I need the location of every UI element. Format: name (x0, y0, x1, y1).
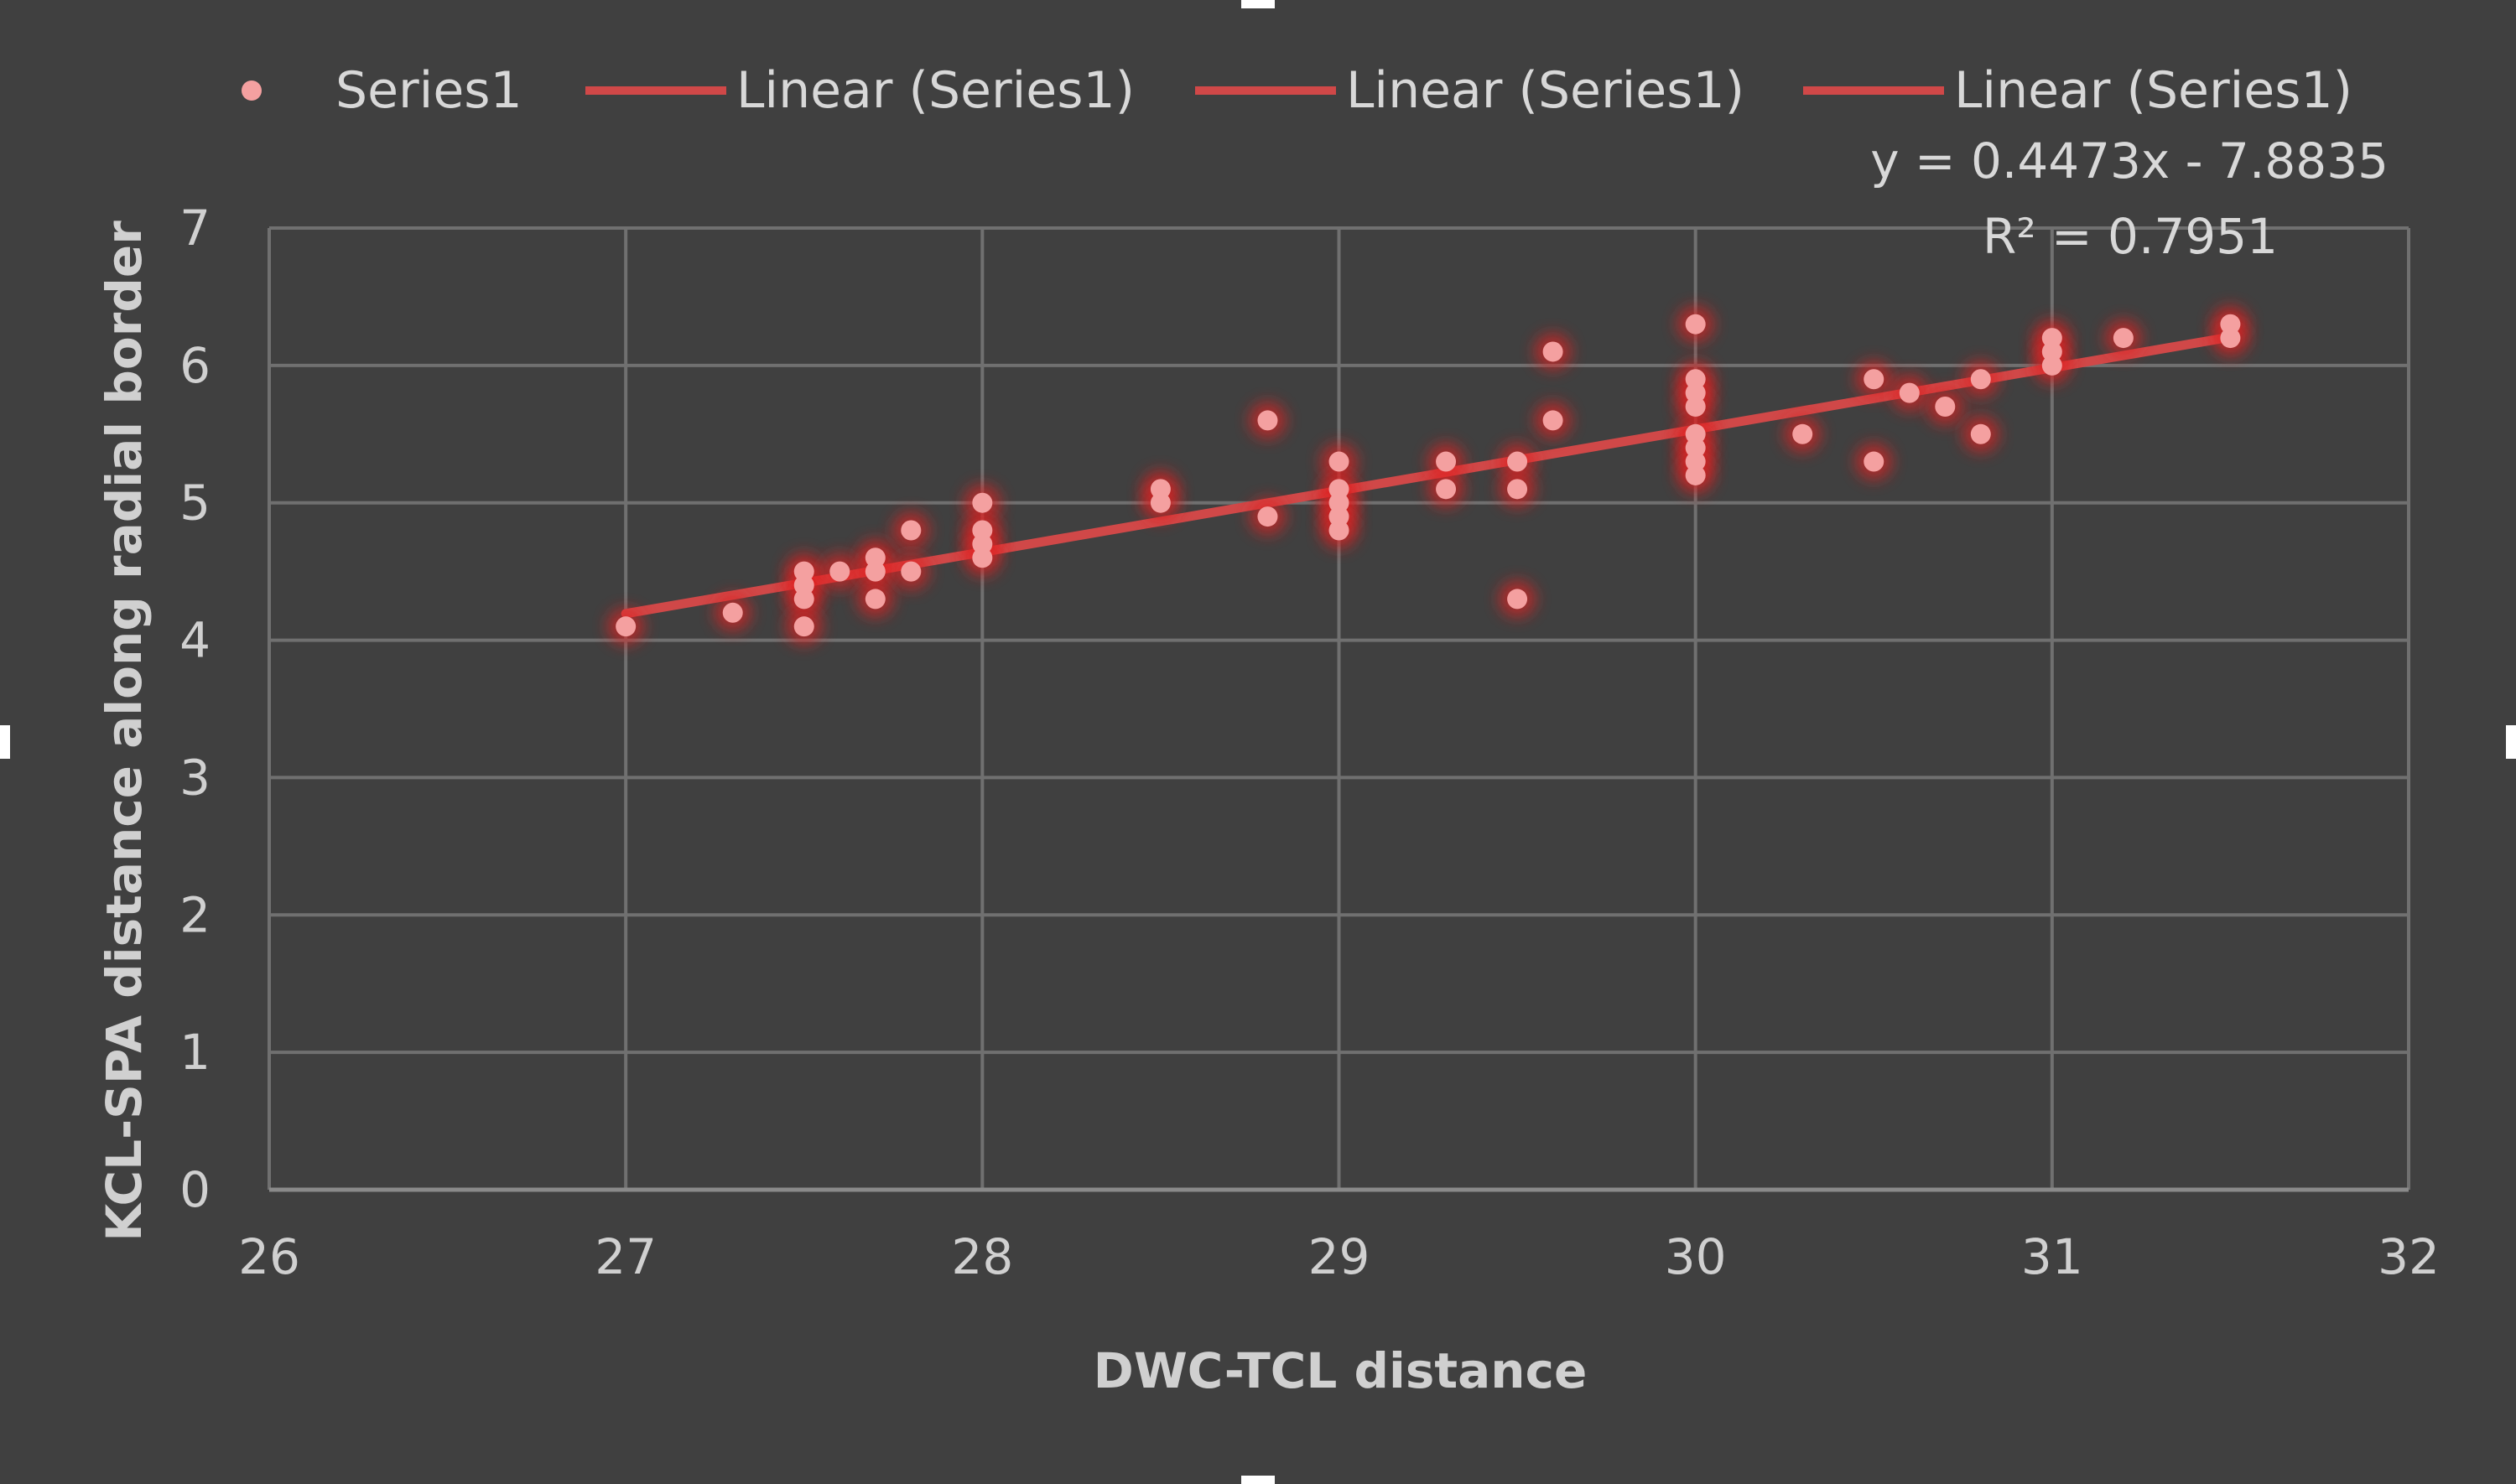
x-tick-label: 31 (2021, 1228, 2083, 1285)
data-point (1864, 369, 1884, 390)
data-point (2220, 328, 2241, 349)
data-point (1150, 492, 1171, 513)
x-tick-label: 27 (595, 1228, 657, 1285)
y-tick-label: 7 (179, 200, 211, 257)
legend-marker-series1 (242, 80, 262, 101)
y-tick-label: 6 (179, 337, 211, 394)
data-point (722, 602, 743, 623)
data-point (2041, 355, 2062, 376)
data-point (1970, 369, 1991, 390)
handle-bottom[interactable] (1241, 1476, 1275, 1484)
data-point (901, 561, 922, 582)
handle-left[interactable] (0, 725, 10, 759)
data-point (1507, 479, 1528, 500)
handle-right[interactable] (2506, 725, 2516, 759)
y-tick-label: 5 (179, 475, 211, 532)
y-tick-label: 4 (179, 612, 211, 669)
x-tick-label: 26 (238, 1228, 300, 1285)
data-point (616, 616, 637, 637)
data-point (1328, 520, 1349, 541)
data-point (793, 589, 814, 610)
legend-label-linear-1: Linear (Series1) (736, 61, 1135, 120)
x-axis-title: DWC-TCL distance (1094, 1342, 1588, 1399)
data-point (1507, 589, 1528, 610)
y-tick-label: 0 (179, 1161, 211, 1218)
legend-label-linear-2: Linear (Series1) (1346, 61, 1744, 120)
trendline-r-squared: R² = 0.7951 (1983, 208, 2278, 265)
data-point (1542, 341, 1563, 362)
trendline-equation: y = 0.4473x - 7.8835 (1870, 132, 2389, 189)
data-point (1685, 314, 1706, 335)
data-point (2113, 328, 2134, 349)
data-point (1792, 423, 1813, 444)
data-point (1864, 451, 1884, 472)
data-point (1899, 382, 1920, 403)
data-point (1257, 410, 1278, 431)
x-tick-label: 32 (2378, 1228, 2440, 1285)
x-tick-label: 30 (1665, 1228, 1727, 1285)
y-tick-label: 1 (179, 1024, 211, 1081)
data-point (793, 616, 814, 637)
legend: Series1 Linear (Series1) Linear (Series1… (242, 61, 2352, 120)
x-tick-label: 28 (951, 1228, 1013, 1285)
data-point (1935, 397, 1956, 418)
data-point (972, 547, 993, 568)
handle-top[interactable] (1241, 0, 1275, 8)
data-point (865, 561, 886, 582)
data-point (901, 520, 922, 541)
tick-labels: 26 27 28 29 30 31 32 0 1 2 3 4 5 6 7 (179, 200, 2440, 1285)
y-tick-label: 3 (179, 749, 211, 806)
data-point (1436, 451, 1457, 472)
data-point (1542, 410, 1563, 431)
data-point (829, 561, 850, 582)
data-point (865, 589, 886, 610)
data-point (1257, 506, 1278, 527)
data-point (1328, 451, 1349, 472)
data-point (1436, 479, 1457, 500)
gridlines (268, 226, 2410, 1192)
data-point (972, 492, 993, 513)
data-point (1970, 423, 1991, 444)
x-tick-label: 29 (1308, 1228, 1370, 1285)
legend-label-series1: Series1 (335, 61, 522, 120)
data-point (1685, 397, 1706, 418)
legend-label-linear-3: Linear (Series1) (1954, 61, 2352, 120)
data-point (1507, 451, 1528, 472)
data-point (1685, 464, 1706, 485)
y-axis-title: KCL-SPA distance along radial border (96, 221, 153, 1242)
data-points (607, 305, 2249, 646)
y-tick-label: 2 (179, 886, 211, 943)
